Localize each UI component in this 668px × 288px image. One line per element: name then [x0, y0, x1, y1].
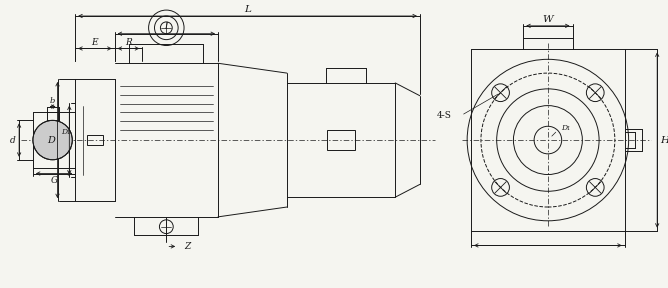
- Text: d: d: [9, 136, 15, 145]
- Text: Z: Z: [184, 242, 190, 251]
- Text: G: G: [51, 176, 57, 185]
- Text: D₁: D₁: [561, 124, 570, 132]
- Text: R: R: [125, 38, 132, 47]
- Circle shape: [33, 120, 72, 160]
- Text: H: H: [661, 136, 668, 145]
- Text: l: l: [164, 22, 168, 31]
- Text: L: L: [244, 5, 251, 14]
- Text: W: W: [542, 16, 553, 24]
- Text: 4-S: 4-S: [437, 111, 452, 120]
- Bar: [87, 135, 103, 145]
- Text: E: E: [92, 38, 98, 47]
- Text: b: b: [50, 97, 55, 105]
- Text: D₁: D₁: [61, 128, 70, 136]
- Text: D: D: [47, 136, 55, 145]
- Bar: [327, 130, 355, 150]
